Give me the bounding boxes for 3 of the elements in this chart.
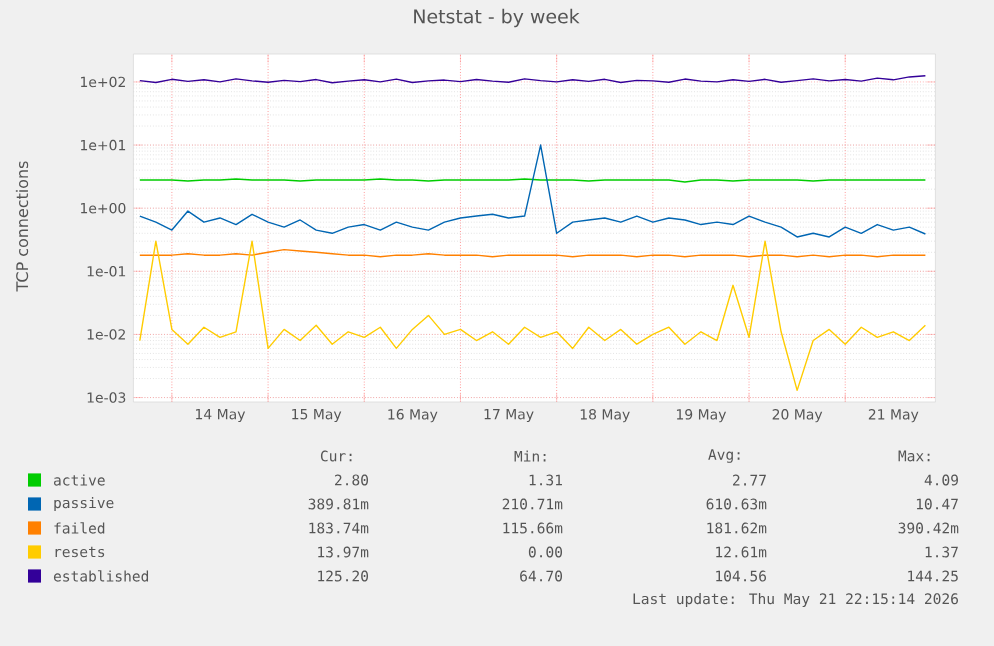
line-series: [139, 240, 927, 392]
line-series: [139, 144, 927, 238]
chart-title: Netstat - by week: [414, 8, 580, 28]
